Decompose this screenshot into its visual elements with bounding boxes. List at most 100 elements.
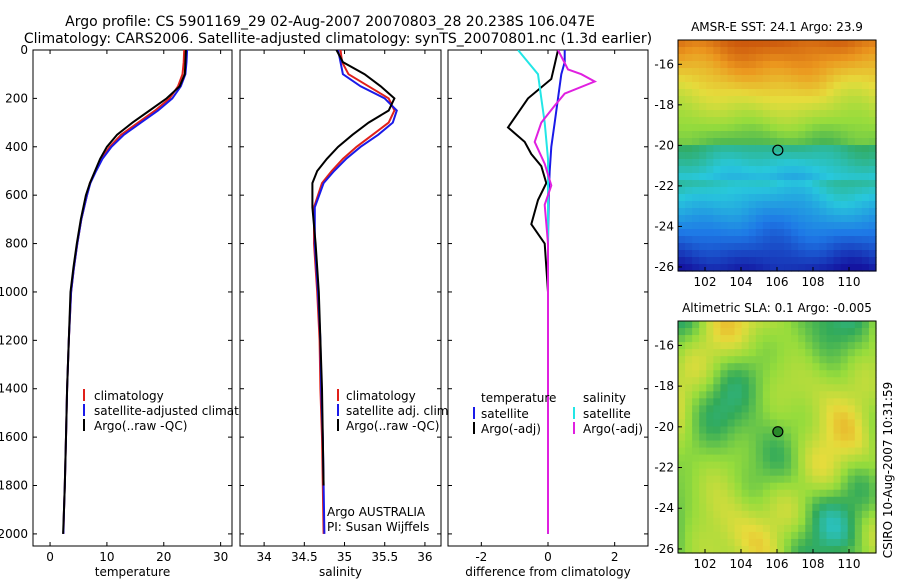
map-cell	[819, 489, 828, 498]
map-cell	[727, 110, 736, 118]
map-cell	[784, 138, 792, 146]
map-cell	[692, 475, 700, 484]
map-cell	[748, 250, 757, 258]
map-cell	[741, 398, 750, 406]
map-cell	[741, 145, 750, 153]
map-cell	[713, 412, 722, 421]
map-cell	[762, 229, 771, 237]
map-cell	[769, 138, 778, 146]
map-cell	[791, 335, 799, 343]
map-cell	[812, 138, 821, 146]
map-cell	[678, 201, 686, 209]
map-cell	[833, 503, 842, 512]
map-cell	[685, 54, 693, 62]
map-cell	[713, 335, 722, 343]
map-cell	[706, 236, 714, 244]
map-cell	[734, 187, 743, 195]
map-cell	[727, 243, 736, 251]
map-cell	[741, 447, 750, 456]
map-cell	[748, 370, 757, 378]
map-cell	[713, 363, 722, 371]
map-cell	[861, 545, 870, 554]
map-cell	[833, 440, 842, 449]
map-cell	[678, 356, 686, 364]
map-cell	[826, 201, 835, 209]
map-cell	[734, 531, 743, 540]
series-salinity-argo-adj-	[533, 50, 598, 534]
map-cell	[777, 222, 785, 230]
sst-map-xtick-label: 106	[766, 275, 789, 289]
map-cell	[734, 349, 743, 357]
map-cell	[819, 510, 828, 519]
map-cell	[741, 419, 750, 428]
map-cell	[685, 117, 693, 125]
map-cell	[685, 89, 693, 97]
map-cell	[861, 40, 870, 48]
map-cell	[699, 187, 707, 195]
map-cell	[868, 489, 877, 498]
map-cell	[699, 517, 707, 526]
map-cell	[826, 222, 835, 230]
map-cell	[826, 531, 835, 540]
map-cell	[706, 194, 714, 202]
map-cell	[847, 405, 856, 413]
map-cell	[812, 110, 821, 118]
map-cell	[833, 152, 842, 160]
map-cell	[854, 117, 863, 125]
map-cell	[769, 475, 778, 484]
map-cell	[734, 194, 743, 202]
map-cell	[854, 243, 863, 251]
map-cell	[798, 510, 806, 519]
map-cell	[734, 496, 743, 505]
sla-map-xtick-label: 106	[766, 557, 789, 571]
map-cell	[692, 117, 700, 125]
map-cell	[706, 545, 714, 554]
map-cell	[847, 54, 856, 62]
map-cell	[861, 236, 870, 244]
map-cell	[847, 531, 856, 540]
map-cell	[847, 356, 856, 364]
map-cell	[769, 145, 778, 153]
map-cell	[847, 201, 856, 209]
map-cell	[784, 131, 792, 139]
float-annotation: PI: Susan Wijffels	[327, 520, 429, 534]
map-cell	[706, 447, 714, 456]
map-cell	[798, 145, 806, 153]
map-cell	[706, 363, 714, 371]
legend-entry: satellite	[481, 407, 529, 421]
sst-map-xtick-label: 104	[730, 275, 753, 289]
map-cell	[678, 82, 686, 90]
map-cell	[833, 264, 842, 272]
map-cell	[798, 405, 806, 413]
map-cell	[706, 405, 714, 413]
map-cell	[791, 328, 799, 336]
map-cell	[734, 145, 743, 153]
map-cell	[819, 68, 828, 76]
map-cell	[706, 468, 714, 477]
map-cell	[706, 342, 714, 350]
map-cell	[748, 349, 757, 357]
map-cell	[847, 47, 856, 55]
legend-entry: Argo(..raw -QC)	[94, 419, 187, 433]
map-cell	[755, 412, 764, 421]
map-cell	[755, 229, 764, 237]
map-cell	[833, 517, 842, 526]
map-cell	[868, 47, 877, 55]
map-cell	[720, 250, 729, 258]
map-cell	[826, 342, 835, 350]
map-cell	[741, 89, 750, 97]
map-cell	[819, 335, 828, 343]
map-cell	[791, 152, 799, 160]
map-cell	[727, 475, 736, 484]
map-cell	[748, 538, 757, 547]
map-cell	[784, 110, 792, 118]
map-cell	[854, 482, 863, 491]
map-cell	[777, 250, 785, 258]
map-cell	[833, 243, 842, 251]
map-cell	[777, 145, 785, 153]
map-cell	[847, 264, 856, 272]
map-cell	[777, 328, 785, 336]
map-cell	[826, 96, 835, 104]
map-cell	[706, 482, 714, 491]
map-cell	[748, 47, 757, 55]
